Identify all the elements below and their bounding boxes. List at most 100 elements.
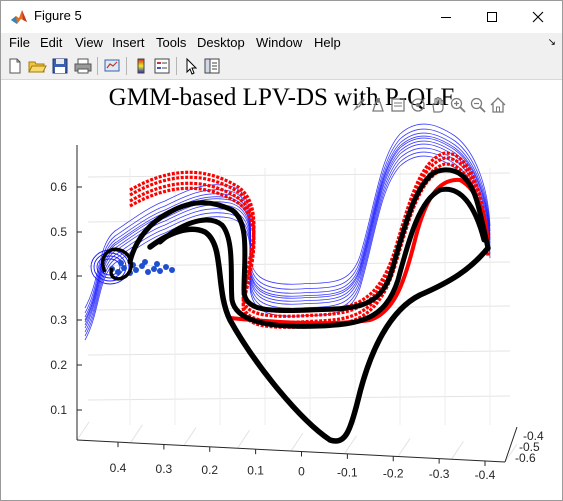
menu-help[interactable]: Help (314, 35, 341, 50)
reproduction-line (129, 156, 490, 318)
menu-file[interactable]: File (9, 35, 30, 50)
menu-bar: File Edit View Insert Tools Desktop Wind… (1, 33, 562, 53)
trajectories (84, 123, 491, 444)
start-point (115, 269, 121, 275)
y-axis-line (504, 426, 518, 463)
zoom-out-icon[interactable] (469, 96, 487, 114)
minimize-button[interactable] (423, 1, 469, 33)
grid-line (76, 421, 90, 441)
x-tick-label: 0.3 (156, 462, 173, 476)
title-bar: Figure 5 (1, 1, 562, 33)
maximize-button[interactable] (469, 1, 515, 33)
insert-colorbar-icon[interactable] (131, 56, 151, 76)
minimize-icon (441, 17, 451, 18)
x-tick-label: 0 (298, 465, 305, 479)
brush-icon[interactable] (349, 96, 367, 114)
demonstration-line (84, 137, 491, 323)
grid-line (87, 261, 511, 267)
dock-arrow-icon[interactable]: ↘ (547, 37, 556, 48)
zoom-in-icon[interactable] (449, 96, 467, 114)
link-plot-icon[interactable] (102, 56, 122, 76)
data-tips-icon[interactable] (369, 96, 387, 114)
grid-line (87, 172, 511, 178)
x-tick-label: 0.4 (110, 461, 127, 475)
x-tick-label: -0.4 (475, 468, 496, 482)
plot-area[interactable]: 0.1 0.2 0.3 0.4 0.5 0.6 0.4 0.3 0.2 0.1 0 -0.1 -0.2 -… (0, 79, 561, 499)
z-tick-label: 0.6 (50, 180, 67, 194)
grid-line (451, 440, 464, 460)
start-point (121, 265, 127, 271)
z-tick-label: 0.2 (50, 358, 67, 372)
grid-line (504, 443, 518, 463)
new-figure-icon[interactable] (5, 56, 25, 76)
demonstration-line (84, 135, 491, 321)
demonstration-line (84, 143, 491, 329)
x-tick-label: -0.3 (429, 467, 450, 481)
y-tick-label: -0.4 (523, 429, 544, 443)
reproduction-loop (100, 247, 133, 281)
close-icon (532, 11, 544, 23)
grid-line (344, 435, 357, 455)
menu-edit[interactable]: Edit (40, 35, 63, 50)
grid-line (237, 429, 250, 449)
save-icon[interactable] (50, 56, 70, 76)
matlab-icon (11, 10, 27, 24)
demonstration-line (84, 132, 491, 318)
toolbar-separator (97, 57, 98, 75)
close-button[interactable] (515, 1, 561, 33)
z-tick-label: 0.4 (50, 269, 67, 283)
grid-line (290, 432, 304, 452)
y-tick-label: -0.5 (519, 440, 540, 454)
reproduction-line (157, 186, 487, 329)
x-tick-label: -0.1 (337, 465, 358, 479)
rotate-3d-icon[interactable] (409, 96, 427, 114)
x-tick-label: 0.2 (201, 463, 218, 477)
grid-line (87, 395, 511, 401)
export-icon[interactable] (389, 96, 407, 114)
x-tick-label: -0.2 (383, 466, 404, 480)
grid-line (130, 424, 143, 444)
reproduction-line (129, 151, 490, 313)
x-tick-label: 0.1 (247, 464, 264, 478)
home-icon[interactable] (489, 96, 507, 114)
toolbar-separator (176, 57, 177, 75)
menu-desktop[interactable]: Desktop (197, 35, 245, 50)
grid-line (397, 438, 411, 457)
window-title: Figure 5 (34, 8, 82, 23)
menu-insert[interactable]: Insert (112, 35, 145, 50)
open-file-icon[interactable] (27, 56, 47, 76)
axes-box (76, 145, 518, 466)
insert-legend-icon[interactable] (152, 56, 172, 76)
toolbar-separator (126, 57, 127, 75)
demonstration-line (84, 128, 491, 314)
edit-plot-icon[interactable] (181, 56, 201, 76)
z-tick-label: 0.3 (50, 313, 67, 327)
figure-toolbar (1, 53, 562, 80)
start-point (154, 261, 160, 267)
menu-tools[interactable]: Tools (156, 35, 187, 50)
pan-icon[interactable] (429, 96, 447, 114)
print-icon[interactable] (73, 56, 93, 76)
start-point (157, 268, 163, 274)
property-inspector-icon[interactable] (202, 56, 222, 76)
menu-window[interactable]: Window (256, 35, 303, 50)
menu-view[interactable]: View (75, 35, 103, 50)
y-tick-label: -0.6 (515, 451, 536, 465)
z-tick-label: 0.1 (50, 403, 67, 417)
maximize-icon (487, 12, 497, 22)
start-point (151, 266, 157, 272)
x-axis-line (76, 439, 506, 463)
reproduction-line (147, 226, 491, 444)
start-point (169, 267, 175, 273)
start-point (133, 267, 139, 273)
start-point (142, 259, 148, 265)
start-point (163, 264, 169, 270)
reproduction-line (127, 167, 491, 314)
demonstration-line (84, 123, 491, 309)
grid-line (183, 427, 197, 446)
grid-line (87, 350, 511, 356)
demonstration-line (84, 140, 491, 326)
z-tick-label: 0.5 (50, 225, 67, 239)
start-point (118, 260, 124, 266)
